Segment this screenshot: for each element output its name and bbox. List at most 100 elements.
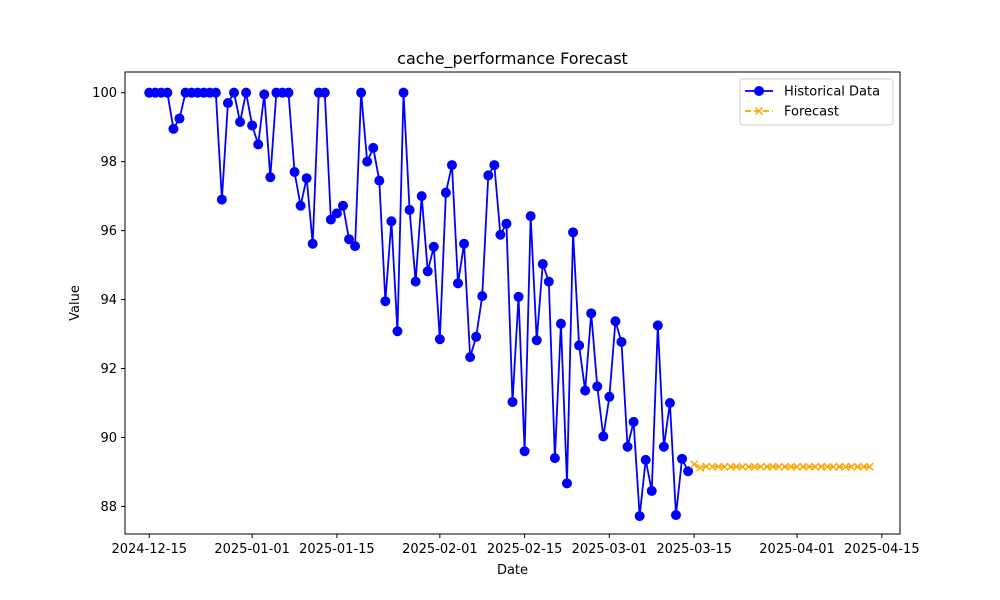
x-tick-label: 2025-01-01 [214, 542, 290, 557]
series-line-forecast [693, 463, 870, 469]
historical-data-point [337, 200, 348, 211]
forecast-data-point [811, 462, 820, 471]
forecast-data-point [750, 462, 759, 471]
forecast-data-point [756, 462, 765, 471]
forecast-data-point [835, 462, 844, 471]
historical-data-point [380, 296, 391, 307]
forecast-data-point [841, 462, 850, 471]
forecast-data-point [829, 462, 838, 471]
historical-data-point [574, 340, 585, 351]
forecast-data-point [805, 462, 814, 471]
historical-data-point [374, 175, 385, 186]
legend-box [739, 78, 894, 126]
forecast-data-point [738, 462, 747, 471]
x-tick-label: 2025-01-15 [299, 542, 375, 557]
historical-data-point [543, 276, 554, 287]
historical-data-point [640, 454, 651, 465]
historical-data-point [235, 116, 246, 127]
legend-marker [754, 106, 764, 116]
historical-data-point [392, 326, 403, 337]
historical-data-point [404, 204, 415, 215]
forecast-data-point [726, 462, 735, 471]
forecast-data-point [744, 462, 753, 471]
historical-data-point [368, 142, 379, 153]
historical-data-point [568, 227, 579, 238]
historical-data-point [628, 416, 639, 427]
historical-data-point [471, 331, 482, 342]
historical-data-point [592, 381, 603, 392]
y-axis-label: Value [68, 285, 83, 321]
forecast-data-point [786, 462, 796, 471]
x-tick-label: 2024-12-15 [111, 542, 187, 557]
historical-data-point [295, 200, 306, 211]
forecast-data-point [780, 462, 790, 471]
historical-data-point [610, 316, 621, 327]
historical-data-point [465, 352, 476, 363]
historical-data-point [210, 87, 221, 98]
historical-data-point [555, 318, 566, 329]
y-tick-label: 98 [100, 155, 117, 170]
historical-data-point [634, 511, 645, 522]
historical-data-point [289, 166, 300, 177]
legend-marker [754, 86, 764, 96]
plot-frame [124, 71, 901, 535]
historical-data-point [410, 276, 421, 287]
historical-data-point [507, 396, 518, 407]
y-tick-label: 88 [100, 500, 117, 515]
historical-data-point [386, 216, 397, 227]
historical-data-point [483, 170, 494, 181]
historical-data-point [489, 160, 500, 171]
y-tick-label: 96 [100, 224, 117, 239]
forecast-data-point [720, 462, 729, 471]
historical-data-point [453, 278, 464, 289]
historical-data-point [344, 234, 355, 245]
historical-data-point [283, 87, 294, 98]
historical-data-point [495, 229, 506, 240]
historical-data-point [580, 385, 591, 396]
historical-data-point [616, 336, 627, 347]
historical-data-point [537, 259, 548, 270]
historical-data-point [307, 238, 318, 249]
forecast-data-point [859, 462, 868, 471]
historical-data-point [265, 172, 276, 183]
forecast-data-point [690, 460, 699, 469]
forecast-data-point [865, 462, 874, 471]
y-tick-label: 90 [100, 431, 117, 446]
historical-data-point [356, 87, 367, 98]
historical-data-point [525, 211, 536, 222]
historical-data-point [561, 478, 572, 489]
x-tick-label: 2025-04-01 [759, 542, 835, 557]
chart-title: cache_performance Forecast [397, 49, 628, 69]
historical-data-point [513, 291, 524, 302]
historical-data-point [174, 113, 185, 124]
historical-data-point [168, 123, 179, 134]
forecast-data-point [714, 462, 723, 471]
y-tick-label: 92 [100, 362, 117, 377]
forecast-data-point [847, 462, 856, 471]
historical-data-point [586, 308, 597, 319]
forecast-data-point [817, 462, 826, 471]
forecast-data-point [823, 462, 832, 471]
forecast-data-point [774, 462, 784, 471]
x-tick-label: 2025-04-15 [844, 542, 920, 557]
historical-data-point [531, 335, 542, 346]
historical-data-point [598, 431, 609, 442]
x-axis-label: Date [497, 563, 528, 578]
x-tick-label: 2025-02-15 [487, 542, 563, 557]
historical-data-point [228, 87, 239, 98]
historical-data-point [422, 266, 433, 277]
legend-entry-label: Forecast [784, 105, 839, 120]
historical-data-point [259, 89, 270, 100]
forecast-data-point [799, 462, 808, 471]
x-tick-label: 2025-03-15 [656, 542, 732, 557]
historical-data-point [325, 214, 336, 225]
forecast-data-point [853, 462, 862, 471]
historical-data-point [253, 139, 264, 150]
historical-data-point [222, 98, 233, 109]
historical-data-point [664, 397, 675, 408]
y-tick-label: 94 [100, 293, 117, 308]
historical-data-point [362, 156, 373, 167]
historical-data-point [301, 173, 312, 184]
forecast-data-point [792, 462, 802, 471]
historical-data-point [501, 218, 512, 229]
